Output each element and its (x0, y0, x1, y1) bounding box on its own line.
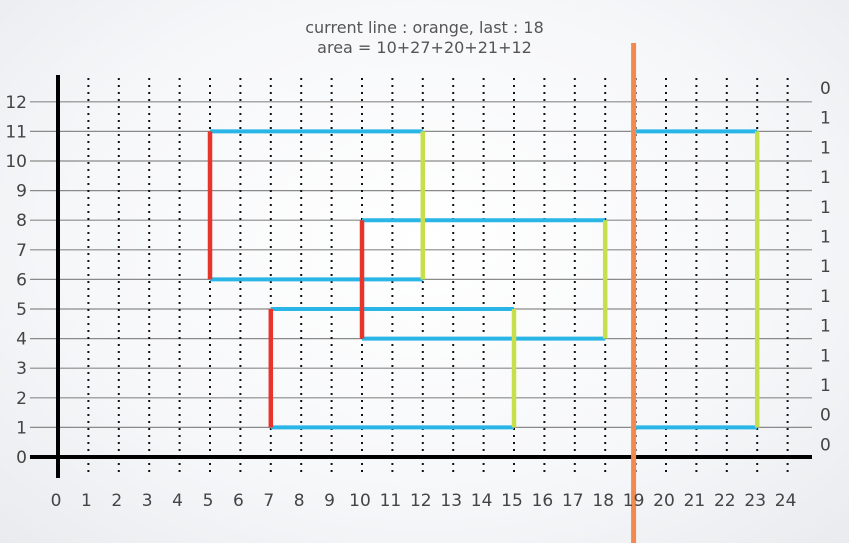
x-tick-label: 3 (142, 491, 153, 511)
x-tick-label: 15 (501, 491, 523, 511)
x-tick-label: 14 (471, 491, 493, 511)
y-tick-label: 8 (16, 211, 27, 231)
right-edges (420, 131, 760, 428)
x-tick-label: 17 (562, 491, 584, 511)
y-tick-label: 11 (5, 122, 27, 142)
y-tick-label: 5 (16, 300, 27, 320)
horizontal-edges (210, 129, 758, 430)
y-tick-label: 3 (16, 359, 27, 379)
axes (30, 75, 812, 478)
x-tick-label: 5 (203, 491, 214, 511)
x-tick-labels: 0 1 2 3 4 5 6 7 8 9 10 11 12 13 14 15 16 17 18 19 20 21 22 23 24 (51, 491, 797, 511)
right-count-label: 0 (820, 79, 831, 99)
x-tick-label: 12 (410, 491, 432, 511)
x-tick-label: 9 (324, 491, 335, 511)
title-line-1: current line : orange, last : 18 (305, 18, 544, 37)
y-tick-label: 10 (5, 152, 27, 172)
right-count-label: 1 (820, 138, 831, 158)
x-tick-label: 13 (440, 491, 462, 511)
vertical-dotted-lines (87, 78, 789, 475)
y-tick-label: 2 (16, 389, 27, 409)
right-count-label: 1 (820, 317, 831, 337)
right-count-labels: 0 1 1 1 1 1 1 1 1 1 1 0 0 (820, 79, 831, 455)
title-line-2: area = 10+27+20+21+12 (317, 38, 532, 57)
x-tick-label: 16 (532, 491, 554, 511)
right-count-label: 1 (820, 168, 831, 188)
x-tick-label: 2 (111, 491, 122, 511)
right-count-label: 0 (820, 435, 831, 455)
left-edges (207, 131, 365, 428)
x-tick-label: 8 (294, 491, 305, 511)
y-tick-label: 4 (16, 330, 27, 350)
right-count-label: 1 (820, 287, 831, 307)
x-tick-label: 23 (744, 491, 766, 511)
x-tick-label: 1 (81, 491, 92, 511)
x-tick-label: 0 (51, 491, 62, 511)
x-tick-label: 18 (592, 491, 614, 511)
x-tick-label: 19 (623, 491, 645, 511)
x-tick-label: 20 (653, 491, 675, 511)
x-tick-label: 7 (263, 491, 274, 511)
x-tick-label: 24 (775, 491, 797, 511)
right-count-label: 1 (820, 257, 831, 277)
x-tick-label: 22 (714, 491, 736, 511)
y-tick-label: 9 (16, 182, 27, 202)
right-count-label: 1 (820, 109, 831, 129)
right-count-label: 1 (820, 346, 831, 366)
y-tick-label: 1 (16, 418, 27, 438)
y-tick-label: 0 (16, 448, 27, 468)
x-tick-label: 4 (172, 491, 183, 511)
right-count-label: 0 (820, 406, 831, 426)
x-tick-label: 11 (380, 491, 402, 511)
y-tick-label: 12 (5, 93, 27, 113)
x-tick-label: 10 (349, 491, 371, 511)
y-tick-label: 7 (16, 241, 27, 261)
x-tick-label: 21 (684, 491, 706, 511)
right-count-label: 1 (820, 228, 831, 248)
x-tick-label: 6 (233, 491, 244, 511)
y-tick-label: 6 (16, 270, 27, 290)
right-count-label: 1 (820, 198, 831, 218)
right-count-label: 1 (820, 376, 831, 396)
